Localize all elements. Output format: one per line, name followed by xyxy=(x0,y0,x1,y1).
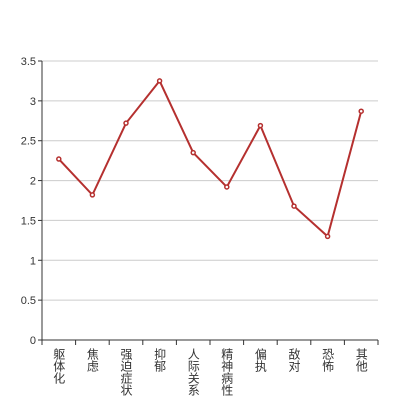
y-tick-label: 0 xyxy=(30,335,36,347)
y-tick-label: 2 xyxy=(30,176,36,188)
y-tick-label: 2.5 xyxy=(21,136,36,148)
point xyxy=(56,156,62,162)
y-tick-label: 3 xyxy=(30,96,36,108)
x-tick-label: 恐怖 xyxy=(321,348,335,372)
x-tick-label: 强迫症状 xyxy=(119,348,133,396)
x-tick-label: 偏执 xyxy=(253,347,267,373)
y-tick-label: 0.5 xyxy=(21,295,36,307)
point xyxy=(123,120,129,126)
x-tick-label: 抑郁 xyxy=(153,347,167,373)
point xyxy=(257,122,264,129)
y-tick-label: 3.5 xyxy=(21,56,36,68)
x-tick-label: 精神病性 xyxy=(220,348,234,397)
y-tick-label: 1 xyxy=(30,255,36,267)
point xyxy=(89,192,96,198)
x-tick-label: 人际关系 xyxy=(186,348,200,396)
x-tick-label: 焦虑 xyxy=(85,348,99,372)
line xyxy=(58,79,363,239)
y-tick-label: 1.5 xyxy=(21,215,36,227)
point xyxy=(190,149,196,156)
point xyxy=(224,184,230,190)
point xyxy=(358,108,364,114)
x-tick-label: 躯体化 xyxy=(52,347,66,385)
point xyxy=(324,233,331,240)
x-tick-label: 敌对 xyxy=(287,347,301,372)
point xyxy=(156,78,163,84)
x-tick-label: 其他 xyxy=(354,348,368,372)
point xyxy=(291,203,297,209)
